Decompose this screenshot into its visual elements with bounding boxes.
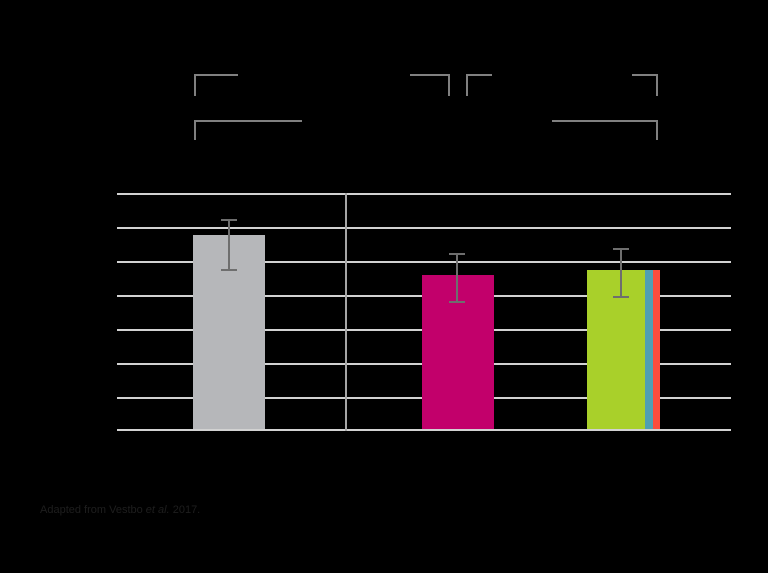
group-divider [345,193,347,431]
error-cap-bottom-green [613,296,629,298]
bracket-wide-left-top [194,120,302,122]
error-bar-magenta [456,253,458,303]
bracket-3-left-leg [466,74,468,96]
bracket-wide-right-top [552,120,658,122]
error-cap-top-grey [221,219,237,221]
error-cap-top-magenta [449,253,465,255]
footnote-italic: et al. [145,504,170,516]
footnote-prefix: Adapted from Vestbo [40,504,146,516]
bracket-wide-right-leg [656,120,658,140]
bar-red [653,270,660,429]
source-footnote: Adapted from Vestbo et al. 2017. [40,503,200,517]
gridline [117,193,731,195]
bar-teal [645,270,653,429]
error-cap-top-green [613,248,629,250]
error-cap-bottom-magenta [449,301,465,303]
bracket-wide-left-leg [194,120,196,140]
gridline [117,227,731,229]
bracket-1-left-leg [194,74,196,96]
error-bar-grey [228,219,230,271]
plot-area [117,193,731,431]
bracket-2-top [410,74,450,76]
bracket-4-top [632,74,658,76]
error-bar-green [620,248,622,298]
bar-magenta [422,275,494,429]
bracket-2-right-leg [448,74,450,96]
bracket-4-right-leg [656,74,658,96]
bar-green [587,270,645,429]
bracket-1-top [194,74,238,76]
footnote-suffix: 2017. [169,504,201,516]
bracket-3-top [466,74,492,76]
x-axis-line [117,429,731,431]
error-cap-bottom-grey [221,269,237,271]
gridline [117,261,731,263]
